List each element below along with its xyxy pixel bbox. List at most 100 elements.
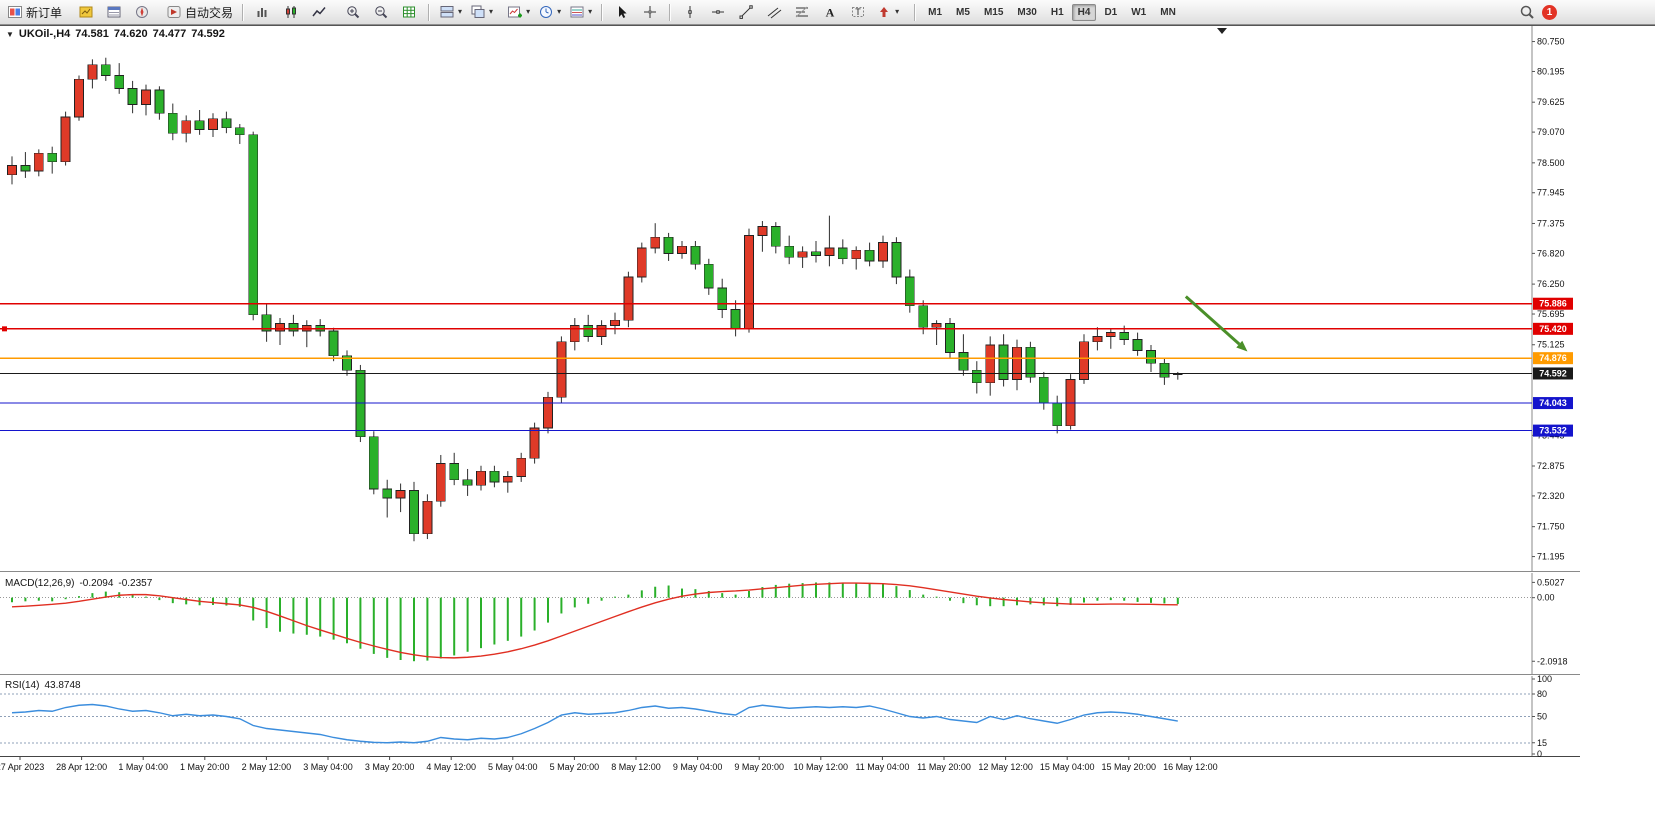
trendline-icon [739, 5, 753, 19]
zoom-out-icon [375, 6, 388, 19]
navigator-icon [136, 6, 149, 18]
svg-text:50: 50 [1537, 712, 1547, 722]
svg-text:1 May 20:00: 1 May 20:00 [180, 762, 230, 772]
line-chart-icon [312, 7, 326, 17]
toolbar-separator [428, 3, 431, 21]
timeframe-button-h1[interactable]: H1 [1050, 6, 1064, 18]
dropdown-caret-icon: ▾ [588, 7, 593, 16]
svg-text:T: T [855, 7, 861, 17]
crosshair-button[interactable] [637, 2, 663, 22]
svg-text:12 May 12:00: 12 May 12:00 [978, 762, 1033, 772]
svg-text:15: 15 [1537, 738, 1547, 748]
time-axis[interactable]: 27 Apr 2023 28 Apr 12:00 1 May 04:00 1 May … [0, 757, 1218, 772]
arrow-annotation[interactable] [1184, 295, 1248, 352]
svg-text:5 May 20:00: 5 May 20:00 [550, 762, 600, 772]
svg-text:0: 0 [1537, 749, 1542, 759]
chart-shift-marker[interactable] [1217, 28, 1227, 34]
cursor-icon [619, 6, 627, 18]
timeframe-button-d1[interactable]: D1 [1104, 6, 1118, 18]
templates-icon [570, 6, 584, 18]
svg-text:2 May 12:00: 2 May 12:00 [242, 762, 292, 772]
svg-text:15 May 20:00: 15 May 20:00 [1102, 762, 1157, 772]
cursor-button[interactable] [609, 2, 635, 22]
new-order-icon [8, 6, 22, 18]
vertical-line-button[interactable] [677, 2, 703, 22]
svg-text:-2.0918: -2.0918 [1537, 656, 1568, 666]
vertical-line-icon [688, 6, 692, 18]
horizontal-lines[interactable] [0, 303, 1532, 432]
text-button[interactable]: A [817, 2, 843, 22]
periods-icon [540, 6, 553, 18]
bar-chart-icon [257, 8, 267, 17]
data-window-button[interactable] [101, 2, 127, 22]
search-icon [1520, 5, 1534, 19]
svg-text:80.750: 80.750 [1537, 37, 1565, 47]
svg-text:11 May 04:00: 11 May 04:00 [855, 762, 909, 772]
zoom-in-button[interactable] [340, 2, 366, 22]
timeframe-button-w1[interactable]: W1 [1131, 6, 1147, 18]
new-chart-button[interactable]: ▾ [504, 2, 533, 22]
auto-trading-button[interactable]: 自动交易 [163, 2, 236, 22]
svg-text:78.500: 78.500 [1537, 158, 1565, 168]
timeframe-button-h4[interactable]: H4 [1071, 3, 1097, 21]
svg-text:4 May 12:00: 4 May 12:00 [426, 762, 476, 772]
line-chart-button[interactable] [306, 2, 332, 22]
search-button[interactable] [1514, 2, 1540, 22]
svg-text:74.043: 74.043 [1539, 398, 1567, 408]
svg-text:74.876: 74.876 [1539, 353, 1567, 363]
horizontal-line-button[interactable] [705, 2, 731, 22]
dropdown-caret-icon: ▾ [895, 7, 900, 16]
svg-text:79.625: 79.625 [1537, 97, 1565, 107]
dropdown-caret-icon: ▾ [489, 7, 494, 16]
grid-icon [403, 6, 416, 18]
svg-text:80.195: 80.195 [1537, 66, 1565, 76]
chart-canvas[interactable]: 80.750 80.195 79.625 79.070 78.500 77.945 77.3… [0, 25, 1655, 827]
timeframe-button-mn[interactable]: MN [1160, 6, 1176, 18]
periods-button[interactable]: ▾ [535, 2, 564, 22]
cascade-windows-button[interactable]: ▾ [467, 2, 496, 22]
grid-button[interactable] [396, 2, 422, 22]
timeframe-button-m1[interactable]: M1 [928, 6, 943, 18]
arrows-icon [880, 7, 889, 17]
toolbar-separator [669, 3, 672, 21]
svg-text:72.875: 72.875 [1537, 461, 1565, 471]
candlestick-chart-icon [286, 6, 297, 18]
svg-text:74.592: 74.592 [1539, 368, 1567, 378]
price-axis[interactable]: 80.750 80.195 79.625 79.070 78.500 77.945 77.3… [1532, 37, 1565, 562]
svg-text:8 May 12:00: 8 May 12:00 [611, 762, 661, 772]
timeframe-button-m15[interactable]: M15 [983, 6, 1004, 18]
notification-badge[interactable]: 1 [1542, 4, 1557, 20]
new-order-button[interactable]: 新订单 [4, 2, 65, 22]
trendline-button[interactable] [733, 2, 759, 22]
bar-chart-button[interactable] [250, 2, 276, 22]
arrows-button[interactable]: ▾ [873, 2, 902, 22]
svg-text:71.750: 71.750 [1537, 522, 1565, 532]
svg-text:27 Apr 2023: 27 Apr 2023 [0, 762, 44, 772]
tile-windows-button[interactable]: ▾ [436, 2, 465, 22]
candlestick-chart-button[interactable] [278, 2, 304, 22]
fibonacci-button[interactable] [789, 2, 815, 22]
svg-text:1 May 04:00: 1 May 04:00 [118, 762, 168, 772]
crosshair-icon [644, 6, 657, 18]
svg-text:71.195: 71.195 [1537, 552, 1565, 562]
tile-windows-icon [440, 6, 454, 18]
cascade-windows-icon [471, 5, 485, 18]
price-tags: 75.886 75.420 74.876 74.592 74.043 73.532 [1533, 297, 1573, 437]
equidistant-channel-button[interactable] [761, 2, 787, 22]
market-watch-button[interactable] [73, 2, 99, 22]
timeframe-button-m30[interactable]: M30 [1017, 6, 1037, 18]
new-chart-icon [508, 6, 523, 18]
text-icon: A [826, 6, 835, 20]
navigator-button[interactable] [129, 2, 155, 22]
text-label-button[interactable]: T [845, 2, 871, 22]
line-handle[interactable] [2, 326, 7, 332]
chart-window[interactable]: 80.750 80.195 79.625 79.070 78.500 77.945 77.3… [0, 25, 1655, 827]
zoom-out-button[interactable] [368, 2, 394, 22]
templates-button[interactable]: ▾ [566, 2, 595, 22]
timeframe-button-m5[interactable]: M5 [956, 6, 970, 18]
toolbar-separator [242, 3, 245, 21]
svg-text:75.695: 75.695 [1537, 309, 1565, 319]
svg-text:3 May 04:00: 3 May 04:00 [303, 762, 353, 772]
svg-text:A: A [826, 6, 835, 20]
